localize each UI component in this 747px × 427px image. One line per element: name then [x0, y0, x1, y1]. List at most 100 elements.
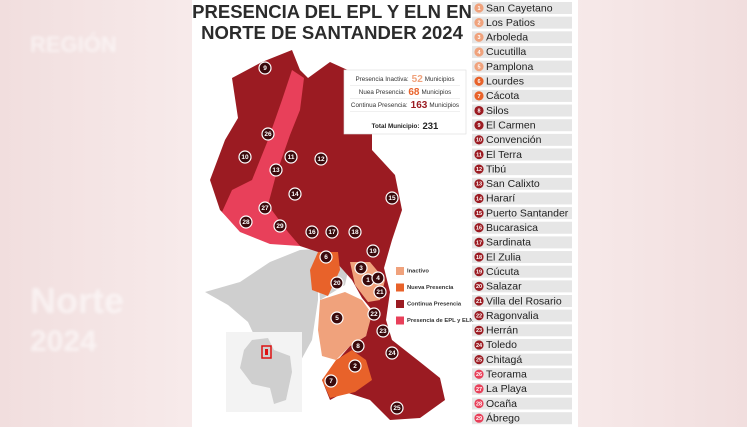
map-marker-label: 19 — [369, 248, 377, 255]
map-marker-label: 18 — [351, 229, 359, 236]
legend-label: Inactivo — [407, 269, 429, 275]
map-marker — [373, 285, 387, 299]
list-number: 2 — [477, 21, 480, 27]
list-row-bg — [472, 207, 572, 220]
list-number: 16 — [476, 226, 482, 232]
map-marker — [385, 346, 399, 360]
list-row-bg — [472, 163, 572, 176]
list-row-bg — [472, 104, 572, 117]
map-marker — [348, 225, 362, 239]
list-row-bg — [472, 192, 572, 205]
map-marker — [367, 307, 381, 321]
map-marker — [319, 250, 333, 264]
region-epl-eln — [222, 70, 304, 246]
map-marker-label: 21 — [376, 289, 384, 296]
list-name: San Cayetano — [486, 2, 553, 14]
map-marker — [261, 127, 275, 141]
map-marker — [351, 339, 365, 353]
map-marker-label: 26 — [264, 131, 272, 138]
list-number-badge — [474, 164, 484, 174]
list-number: 4 — [477, 50, 481, 56]
list-name: Cúcuta — [486, 266, 519, 278]
map-marker-label: 27 — [261, 205, 269, 212]
map-marker-label: 25 — [393, 405, 401, 412]
list-number-badge — [474, 296, 484, 306]
list-row-bg — [472, 2, 572, 14]
map-marker-label: 23 — [379, 328, 387, 335]
legend-swatch — [396, 316, 404, 325]
list-number-badge — [474, 18, 484, 28]
list-name: Arboleda — [486, 32, 528, 44]
list-row-bg — [472, 236, 572, 249]
map-marker — [284, 150, 298, 164]
stats-unit: Municipios — [421, 89, 451, 96]
list-name: Los Patios — [486, 17, 535, 29]
list-row-bg — [472, 221, 572, 234]
list-number-badge — [474, 311, 484, 321]
list-number-badge — [474, 398, 484, 409]
list-number: 10 — [476, 138, 482, 144]
list-row-bg — [472, 16, 572, 29]
list-number: 27 — [476, 387, 482, 393]
list-name: El Terra — [486, 149, 522, 161]
list-name: Chitagá — [486, 354, 522, 366]
stats-total-label: Total Municipio: — [372, 123, 420, 130]
stats-row: Presencia Inactiva: 52 Municipios — [355, 74, 454, 85]
list-row-bg — [472, 119, 572, 132]
map-marker-label: 13 — [272, 167, 280, 174]
list-number: 6 — [477, 79, 480, 85]
map-marker — [324, 374, 338, 388]
list-row-bg — [472, 353, 572, 366]
map-marker — [376, 324, 390, 338]
list-name: Herrán — [486, 325, 518, 337]
list-name: Ábrego — [486, 411, 520, 424]
list-name: Pamplona — [486, 61, 533, 73]
list-name: Villa del Rosario — [486, 295, 562, 307]
list-number-badge — [474, 267, 484, 277]
list-name: Convención — [486, 134, 542, 146]
list-number: 23 — [476, 328, 482, 334]
list-number: 13 — [476, 182, 482, 188]
stats-unit: Municipios — [425, 76, 455, 83]
list-number: 19 — [476, 270, 482, 276]
list-name: Puerto Santander — [486, 207, 569, 219]
stats-value: 163 — [411, 100, 428, 111]
background-text: REGIÓN — [30, 32, 117, 57]
list-row-bg — [472, 397, 572, 410]
title: PRESENCIA DEL EPL Y ELN EN — [192, 1, 472, 22]
list-row-bg — [472, 265, 572, 278]
inset-highlight — [265, 349, 268, 355]
map-marker-label: 16 — [308, 229, 316, 236]
map-marker — [239, 215, 253, 229]
stats-label: Nuea Presencia: — [359, 89, 406, 96]
list-number-badge — [474, 120, 484, 130]
map-marker — [258, 201, 272, 215]
legend-swatch — [396, 300, 404, 308]
map-marker-label: 9 — [263, 65, 267, 72]
map-marker-label: 2 — [353, 363, 357, 370]
list-number-badge — [474, 413, 484, 423]
map-marker-label: 22 — [370, 311, 378, 318]
list-number-badge — [474, 208, 484, 218]
list-name: Tibú — [486, 163, 506, 175]
list-name: Hararí — [486, 193, 515, 205]
list-row-bg — [472, 309, 572, 322]
list-row-bg — [472, 338, 572, 351]
list-number-badge — [474, 76, 484, 86]
list-number-badge — [474, 237, 484, 247]
list-number: 14 — [476, 196, 483, 202]
list-number-badge — [474, 193, 484, 204]
list-number: 5 — [477, 64, 480, 70]
map-marker — [258, 61, 272, 75]
list-number: 8 — [477, 108, 480, 114]
list-row-bg — [472, 133, 572, 146]
map-marker — [330, 276, 344, 290]
list-number-badge — [474, 179, 484, 189]
map-marker — [390, 401, 404, 415]
list-number: 26 — [476, 372, 482, 378]
legend-label: Nueva Presencia — [407, 285, 454, 291]
map-marker-label: 4 — [376, 275, 380, 282]
list-number: 7 — [477, 94, 480, 100]
stats-box — [343, 69, 467, 135]
